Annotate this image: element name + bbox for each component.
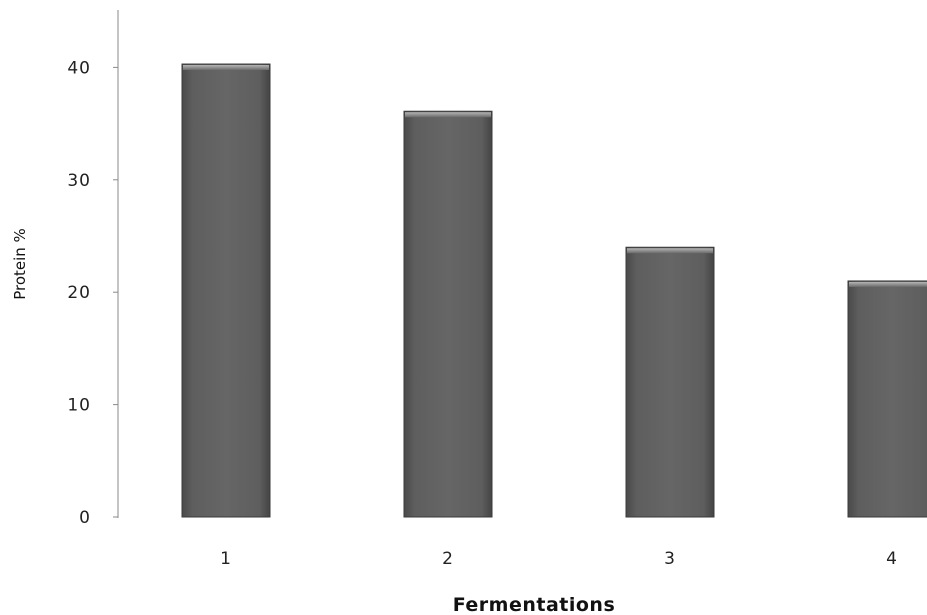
y-axis-title: Protein % xyxy=(11,228,29,300)
bar-cap-1 xyxy=(183,65,269,71)
bar-2 xyxy=(403,110,493,518)
bar-3 xyxy=(625,246,715,518)
bars xyxy=(181,63,927,518)
x-tick-labels: 1 2 3 4 xyxy=(220,549,898,569)
x-tick-label: 3 xyxy=(664,549,676,569)
bar-4 xyxy=(847,280,927,518)
bar-cap-3 xyxy=(627,248,713,254)
bar-cap-2 xyxy=(405,112,491,118)
x-tick-label: 4 xyxy=(886,549,898,569)
x-tick-label: 2 xyxy=(442,549,454,569)
y-tick-label: 10 xyxy=(67,396,91,416)
bar-cap-4 xyxy=(849,281,927,287)
y-tick-label: 0 xyxy=(79,508,91,528)
y-tick-label: 30 xyxy=(67,171,91,191)
x-tick-label: 1 xyxy=(220,549,232,569)
y-tick-label: 40 xyxy=(67,58,91,78)
bar-1 xyxy=(181,63,271,518)
y-tick-label: 20 xyxy=(67,283,91,303)
y-tick-labels: 0 10 20 30 40 xyxy=(67,58,118,528)
x-axis-title: Fermentations xyxy=(453,594,616,615)
